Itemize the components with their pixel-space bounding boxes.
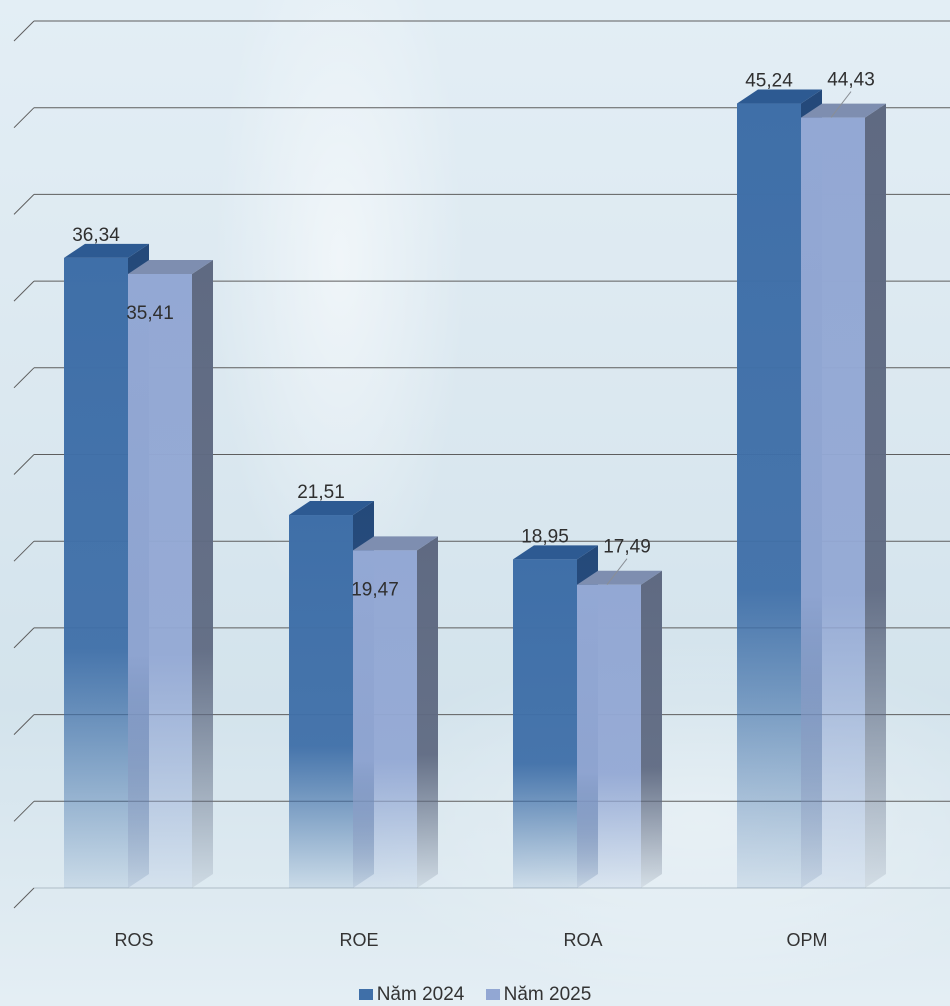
data-label: 21,51: [297, 482, 345, 503]
x-tick-label: ROS: [114, 930, 153, 950]
bars: [64, 89, 886, 889]
gridline-depth: [13, 540, 35, 562]
gridline-depth: [13, 107, 35, 129]
bar-top: [289, 501, 374, 516]
data-label: 45,24: [745, 71, 793, 92]
label-leader-line: [606, 558, 628, 586]
bar-top: [577, 570, 662, 585]
bar-side: [865, 103, 886, 888]
gridline-depth: [13, 454, 35, 475]
data-label: 19,47: [351, 579, 399, 600]
bar[interactable]: [801, 117, 865, 888]
bar[interactable]: [737, 103, 801, 889]
x-tick-label: ROE: [339, 930, 378, 950]
legend-swatch-2025: [485, 989, 500, 1000]
legend-swatch-2024: [358, 989, 373, 1000]
bar-top: [64, 243, 149, 258]
bar-side: [641, 570, 662, 888]
bar[interactable]: [353, 550, 417, 888]
data-label: 36,34: [72, 225, 120, 246]
gridline-depth: [13, 280, 35, 302]
bar-side: [417, 536, 438, 888]
bar[interactable]: [513, 559, 577, 888]
bar[interactable]: [289, 515, 353, 888]
data-label: 44,43: [827, 70, 875, 91]
data-label: 35,41: [126, 303, 174, 324]
bar-top: [353, 536, 438, 551]
bar-side: [192, 259, 213, 888]
bar[interactable]: [577, 584, 641, 888]
gridline-depth: [13, 714, 35, 735]
x-tick-label: ROA: [563, 930, 602, 950]
legend-item-2024[interactable]: Năm 2024: [358, 984, 465, 1006]
bar-top: [801, 103, 886, 118]
data-labels: 36,34 35,41 21,51 19,47 18,95 17,49 45,24 44,43: [72, 70, 875, 601]
legend: Năm 2024 Năm 2025: [0, 984, 950, 1006]
gridline-depth: [13, 887, 35, 909]
bar-chart: 36,34 35,41 21,51 19,47 18,95 17,49 45,24 44,43…: [13, 20, 950, 950]
bar-top: [128, 259, 213, 274]
gridline-depth: [13, 194, 35, 215]
gridline-depth: [13, 20, 35, 42]
gridline-depth: [13, 800, 35, 822]
bar[interactable]: [64, 257, 128, 889]
legend-item-2025[interactable]: Năm 2025: [485, 984, 592, 1006]
bar[interactable]: [128, 273, 192, 888]
bar-top: [513, 545, 598, 560]
data-label: 17,49: [603, 537, 651, 558]
legend-label-2024: Năm 2024: [376, 984, 465, 1005]
bar-top: [737, 89, 822, 104]
gridline-depth: [13, 627, 35, 649]
gridline-depth: [13, 367, 35, 389]
data-label: 18,95: [521, 526, 569, 547]
x-tick-label: OPM: [786, 930, 827, 950]
legend-label-2025: Năm 2025: [503, 984, 592, 1005]
x-axis-ticks: ROS ROE ROA OPM: [114, 930, 827, 950]
label-leader-line: [830, 91, 852, 118]
